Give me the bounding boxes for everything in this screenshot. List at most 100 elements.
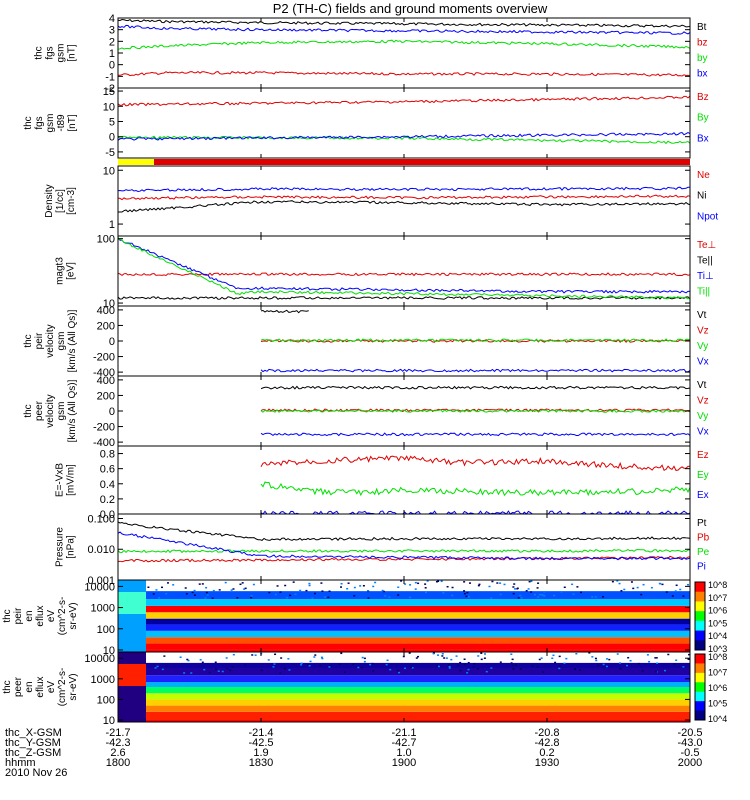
xaxis-tick-value: -21.7: [105, 727, 130, 739]
y-axis-label-line: thc: [23, 334, 34, 347]
series-Bt: [117, 18, 691, 28]
spec-noise: [563, 586, 566, 589]
y-tick-label: 0: [109, 406, 115, 418]
xaxis-row-label: thc_Z-GSM: [5, 747, 61, 759]
spec-noise: [404, 583, 407, 585]
panel-frame: [117, 445, 691, 515]
xaxis-tick-value: 0.2: [539, 747, 554, 759]
spec-noise: [469, 582, 472, 584]
y-tick-label: -1: [105, 71, 115, 83]
spec-band: [146, 681, 690, 687]
spec-noise: [687, 658, 690, 661]
spec-noise: [166, 582, 169, 584]
spec-noise: [611, 580, 614, 583]
y-axis-label-line: eflux: [35, 676, 46, 697]
series-By: [117, 135, 691, 145]
spec-band: [146, 687, 690, 694]
spec-noise: [437, 580, 440, 583]
spec-band: [146, 618, 690, 625]
legend-Vy: Vy: [697, 411, 708, 422]
status-bar-yellow: [118, 159, 154, 165]
y-tick-label: 0.2: [100, 494, 115, 506]
spec-noise: [597, 664, 600, 667]
spec-noise: [476, 667, 479, 670]
spec-band: [146, 693, 690, 700]
xaxis-tick-value: -0.5: [681, 747, 700, 759]
spec-noise: [445, 657, 448, 659]
xaxis-tick-value: 2.6: [110, 747, 125, 759]
spec-noise: [243, 588, 246, 590]
spec-noise: [636, 586, 639, 589]
spec-noise: [313, 656, 316, 658]
spec-noise: [440, 580, 443, 583]
spec-noise: [152, 593, 155, 595]
spec-noise: [163, 655, 166, 657]
y-tick-label: -200: [93, 422, 115, 434]
spec-noise: [214, 661, 217, 664]
y-tick-label: 10: [103, 645, 115, 657]
spec-noise: [204, 597, 207, 599]
spec-band: [146, 624, 690, 631]
y-axis-label-line: magt3: [55, 257, 66, 285]
legend-by: by: [697, 53, 708, 64]
spec-noise: [674, 590, 677, 592]
spec-noise: [531, 665, 534, 667]
spec-noise: [516, 587, 519, 590]
spec-noise: [626, 664, 629, 667]
series-Te⊥: [117, 272, 691, 277]
spec-noise: [499, 661, 502, 663]
spec-noise: [463, 663, 466, 665]
spec-noise: [203, 668, 206, 671]
spec-noise: [463, 658, 466, 660]
spec-noise: [165, 665, 168, 667]
y-tick-label: 100: [97, 694, 115, 706]
legend-Pe: Pe: [697, 547, 710, 558]
spec-noise: [362, 584, 365, 587]
spec-noise: [511, 658, 514, 661]
xaxis-tick-value: -21.1: [391, 727, 416, 739]
xaxis-tick-value: -42.8: [534, 737, 559, 749]
legend-bx: bx: [697, 69, 708, 80]
spec-noise: [665, 591, 668, 593]
y-tick-label: 0.100: [87, 513, 115, 525]
spec-noise: [441, 655, 444, 657]
y-axis-label-line: Pressure: [55, 527, 66, 567]
spec-noise: [156, 665, 159, 668]
xaxis-tick-value: 1930: [535, 757, 559, 769]
colorbar-tick-label: 10^6: [708, 683, 727, 693]
spec-noise: [328, 590, 331, 592]
series-Ni: [118, 200, 691, 213]
spec-noise: [560, 591, 563, 593]
spec-noise: [254, 654, 257, 656]
panel-efield: Ez Ey Ex 0.0 0.2 0.4 0.6 0.8 E=-VxB[mV/m]: [55, 445, 709, 521]
series-Bx: [117, 131, 691, 141]
colorbar-frame: [694, 581, 706, 651]
spec-noise: [541, 593, 544, 596]
spec-noise: [467, 596, 470, 598]
y-tick-label: 10: [103, 715, 115, 727]
spec-noise: [288, 669, 291, 671]
colorbar-segment: [695, 672, 705, 683]
spec-noise: [574, 668, 577, 670]
spec-noise: [321, 590, 324, 592]
spec-noise: [300, 662, 303, 665]
y-axis-label-line: [km/s (All Qs)]: [67, 379, 78, 442]
date-label: 2010 Nov 26: [5, 767, 67, 779]
spec-noise: [478, 583, 481, 586]
spec-noise: [300, 664, 303, 666]
spec-noise: [442, 592, 445, 594]
spec-band: [146, 699, 690, 706]
legend-Bt: Bt: [697, 22, 707, 33]
spec-noise: [340, 652, 343, 655]
colorbar-frame: [694, 653, 706, 721]
y-tick-label: 10: [103, 165, 115, 177]
spec-band: [146, 720, 690, 722]
y-axis-label-line: peer: [13, 676, 24, 697]
spec-noise: [199, 659, 202, 661]
y-axis-label: Pressure[nPa]: [55, 527, 77, 567]
spec-noise: [477, 584, 480, 587]
y-axis-label-line: fgs: [45, 46, 56, 59]
spec-noise: [514, 588, 517, 590]
spec-noise: [448, 667, 451, 669]
spec-noise: [542, 594, 545, 597]
